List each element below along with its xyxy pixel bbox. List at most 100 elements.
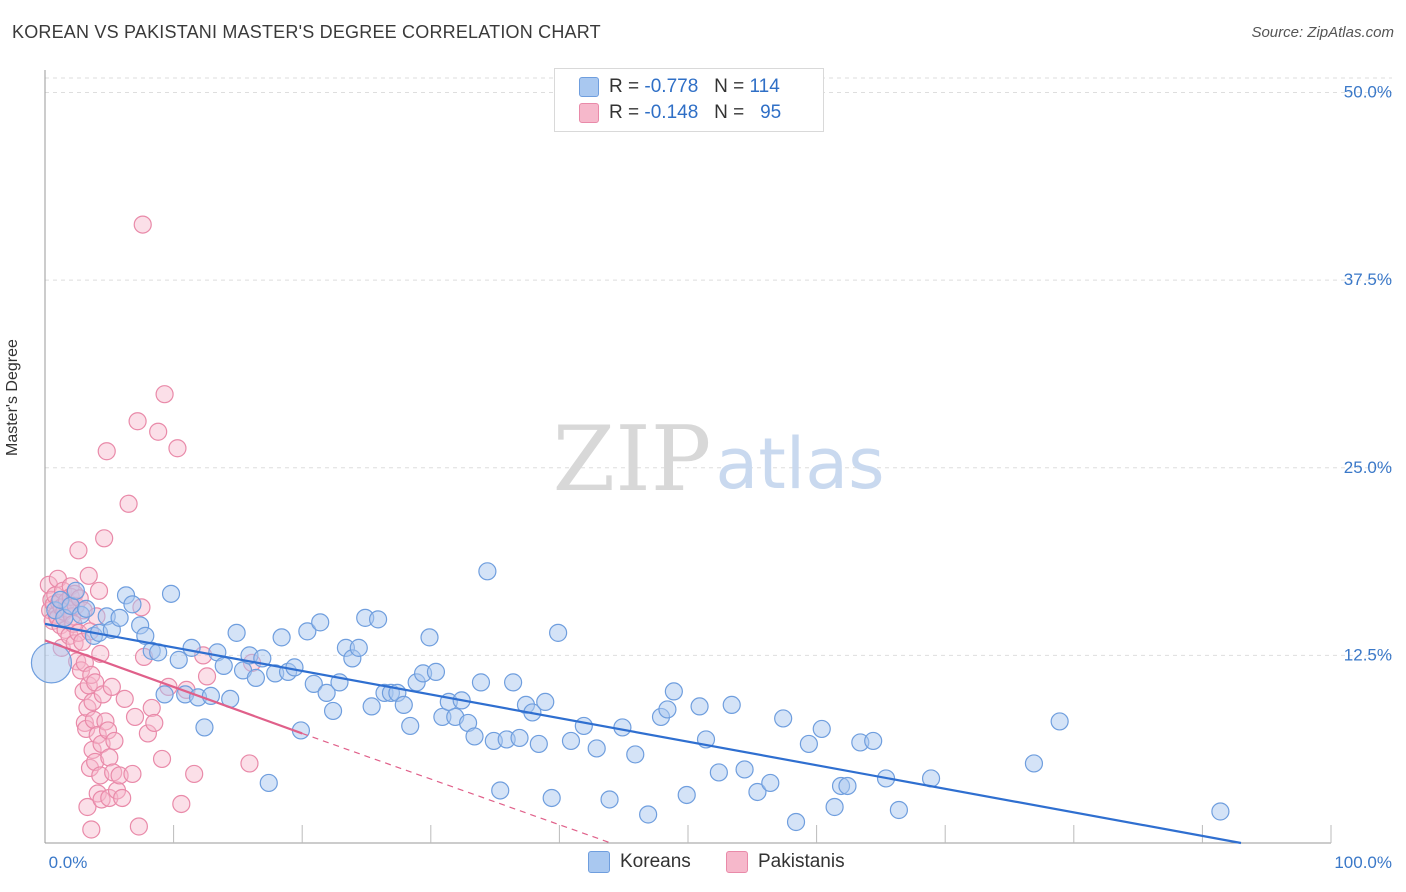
tick-labels: 12.5% 25.0% 37.5% 50.0% 0.0% 100.0%: [49, 83, 1392, 872]
koreans-point: [362, 697, 381, 716]
koreans-point: [626, 745, 645, 764]
pakistanis-point: [145, 713, 164, 733]
koreans-point: [214, 656, 233, 675]
bottom-legend-pakistanis: Pakistanis: [726, 851, 845, 873]
pakistanis-point: [95, 529, 114, 548]
y-axis-label: Master's Degree: [4, 339, 21, 456]
pakistanis-point: [84, 710, 103, 730]
pakistanis-point: [125, 707, 145, 727]
pakistanis-point: [155, 385, 174, 404]
koreans-point: [426, 662, 446, 681]
koreans-point: [574, 716, 593, 736]
y-tick-label: 25.0%: [1344, 458, 1392, 477]
koreans-point: [311, 613, 330, 632]
koreans-point: [510, 728, 529, 748]
grid-layer: [45, 77, 1392, 656]
bottom-legend-koreans: Koreans: [588, 851, 691, 873]
koreans-point: [735, 760, 754, 779]
axes-layer: [44, 70, 1332, 844]
pakistanis-point: [119, 494, 138, 513]
bottom-legend-label-koreans: Koreans: [620, 851, 691, 872]
pakistanis-trendline: [44, 639, 303, 735]
pakistanis-point: [97, 442, 116, 461]
correlation-legend: R = -0.778 N = 114 R = -0.148 N = 95: [554, 68, 824, 132]
koreans-point: [658, 700, 677, 719]
bottom-legend-swatch-pakistanis: [726, 851, 748, 873]
koreans-trendline: [44, 622, 1242, 845]
koreans-point: [709, 763, 728, 782]
koreans-point: [246, 668, 266, 687]
pakistanis-point: [105, 731, 124, 751]
y-tick-label: 50.0%: [1344, 83, 1392, 102]
koreans-point: [889, 800, 909, 820]
koreans-point: [639, 805, 658, 824]
pakistanis-trendline-extension: [301, 732, 612, 844]
x-tick-label-max: 100.0%: [1334, 853, 1392, 872]
koreans-point: [838, 776, 857, 796]
koreans-point: [123, 595, 142, 614]
koreans-point: [677, 785, 696, 805]
koreans-point: [136, 626, 155, 645]
pakistanis-point: [83, 692, 102, 712]
pakistanis-point: [98, 721, 118, 740]
legend-n-label: N =: [714, 76, 745, 97]
pakistanis-point: [149, 422, 168, 441]
pakistanis-point: [133, 215, 152, 234]
koreans-point: [465, 727, 484, 746]
koreans-point: [761, 773, 780, 793]
pakistanis-point: [240, 754, 259, 773]
koreans-point: [587, 739, 606, 758]
bottom-legend-swatch-koreans: [588, 851, 610, 873]
koreans-point: [304, 674, 323, 693]
pakistanis-point: [185, 764, 204, 784]
legend-r-value-koreans: -0.778: [644, 76, 699, 97]
pakistanis-point: [88, 725, 107, 745]
legend-n-value-pakistanis: 95: [760, 102, 782, 123]
pakistanis-point: [138, 724, 157, 743]
pakistanis-point: [152, 749, 172, 769]
pakistanis-point: [168, 439, 187, 458]
koreans-point: [182, 638, 201, 657]
koreans-point: [195, 718, 214, 737]
koreans-point: [491, 781, 510, 800]
source-label: Source: ZipAtlas.com: [1251, 24, 1394, 41]
koreans-point: [1024, 754, 1044, 773]
legend-swatch-koreans: [579, 77, 599, 97]
koreans-point: [471, 673, 491, 692]
pakistanis-point: [128, 412, 147, 431]
koreans-point: [748, 782, 767, 802]
koreans-point: [529, 734, 548, 754]
koreans-point: [394, 695, 413, 715]
pakistanis-point: [82, 820, 101, 839]
koreans-point: [298, 622, 317, 641]
koreans-point: [799, 734, 818, 754]
pakistanis-point: [115, 689, 134, 709]
pakistanis-point: [89, 581, 109, 600]
watermark: ZIP atlas: [553, 407, 885, 512]
koreans-point: [561, 731, 581, 751]
legend-r-label: R =: [609, 76, 640, 97]
koreans-point: [542, 788, 561, 808]
koreans-point: [161, 584, 181, 603]
koreans-point: [812, 719, 831, 739]
koreans-point: [323, 701, 343, 721]
pakistanis-point: [79, 566, 98, 585]
pakistanis-point: [86, 752, 105, 772]
koreans-points: [30, 562, 1230, 832]
koreans-point: [600, 790, 619, 809]
pakistanis-point: [172, 794, 191, 814]
koreans-point: [66, 581, 85, 600]
pakistanis-point: [92, 790, 111, 809]
koreans-point: [864, 731, 883, 751]
watermark-zip: ZIP: [553, 407, 712, 512]
koreans-point: [722, 695, 741, 715]
koreans-point: [317, 683, 336, 703]
koreans-point: [155, 685, 174, 704]
koreans-point: [1050, 712, 1069, 731]
trendlines: [44, 622, 1242, 845]
koreans-point: [825, 797, 844, 817]
pakistanis-point: [69, 541, 88, 560]
x-tick-label-min: 0.0%: [49, 853, 88, 872]
y-tick-label: 37.5%: [1344, 270, 1392, 289]
koreans-point: [169, 650, 188, 669]
